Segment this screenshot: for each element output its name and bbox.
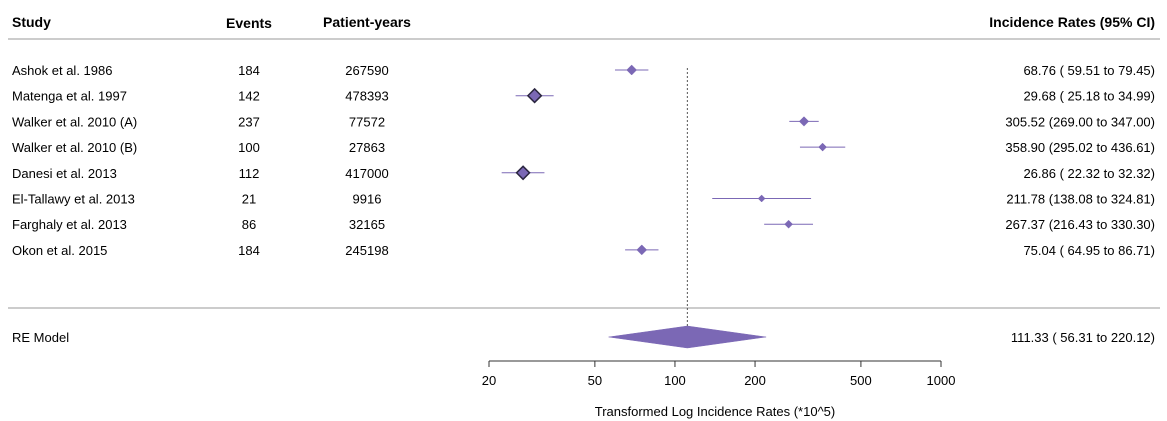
summary-ci-text: 111.33 ( 56.31 to 220.12) <box>1011 330 1155 345</box>
study-row: Danesi et al. 2013 112 417000 26.86 ( 22.32… <box>12 165 1155 181</box>
patient-years-value: 27863 <box>349 140 385 155</box>
study-label: El-Tallawy et al. 2013 <box>12 192 135 207</box>
events-value: 184 <box>238 243 260 258</box>
events-value: 86 <box>242 217 256 232</box>
point-estimate-marker <box>784 219 793 229</box>
study-row: Farghaly et al. 2013 86 32165 267.37 (216.4… <box>12 217 1155 232</box>
patient-years-value: 245198 <box>345 243 388 258</box>
ci-text: 358.90 (295.02 to 436.61) <box>1005 140 1155 155</box>
ci-text: 305.52 (269.00 to 347.00) <box>1005 114 1155 129</box>
summary-diamond <box>608 325 767 349</box>
events-value: 100 <box>238 140 260 155</box>
ci-text: 211.78 (138.08 to 324.81) <box>1006 192 1155 207</box>
point-estimate-marker <box>757 194 766 203</box>
study-row: Okon et al. 2015 184 245198 75.04 ( 64.95 t… <box>12 243 1155 258</box>
patient-years-value: 9916 <box>353 192 382 207</box>
point-estimate-marker <box>515 165 531 181</box>
patient-years-value: 417000 <box>345 166 388 181</box>
ci-text: 75.04 ( 64.95 to 86.71) <box>1023 243 1155 258</box>
events-value: 142 <box>238 89 260 104</box>
study-label: Walker et al. 2010 (A) <box>12 114 137 129</box>
study-label: Ashok et al. 1986 <box>12 63 112 78</box>
study-label: Matenga et al. 1997 <box>12 89 127 104</box>
study-row: Walker et al. 2010 (B) 100 27863 358.90 (29… <box>12 140 1155 155</box>
x-tick-label: 50 <box>588 373 602 388</box>
study-label: Farghaly et al. 2013 <box>12 217 127 232</box>
x-tick-label: 500 <box>850 373 872 388</box>
study-rows: Ashok et al. 1986 184 267590 68.76 ( 59.51 … <box>12 63 1155 258</box>
study-label: Walker et al. 2010 (B) <box>12 140 137 155</box>
study-row: Matenga et al. 1997 142 478393 29.68 ( 25.1… <box>12 87 1155 104</box>
study-label: Danesi et al. 2013 <box>12 166 117 181</box>
x-tick-label: 1000 <box>927 373 956 388</box>
header-patient-years: Patient-years <box>323 14 411 30</box>
ci-text: 26.86 ( 22.32 to 32.32) <box>1023 166 1155 181</box>
x-axis-label: Transformed Log Incidence Rates (*10^5) <box>595 404 835 419</box>
patient-years-value: 32165 <box>349 217 385 232</box>
events-value: 21 <box>242 192 256 207</box>
point-estimate-marker <box>626 64 638 76</box>
point-estimate-marker <box>526 87 543 104</box>
events-value: 184 <box>238 63 260 78</box>
x-axis: 20 50 100 200 500 1000 Transformed Log Inciden… <box>482 360 956 419</box>
header-row: Study Events Patient-years Incidence Rat… <box>12 14 1155 31</box>
point-estimate-marker <box>798 116 810 127</box>
patient-years-value: 267590 <box>345 63 388 78</box>
study-row: Ashok et al. 1986 184 267590 68.76 ( 59.51 … <box>12 63 1155 78</box>
x-tick-label: 20 <box>482 373 496 388</box>
header-incidence-rates: Incidence Rates (95% CI) <box>989 14 1155 30</box>
ci-text: 267.37 (216.43 to 330.30) <box>1005 217 1155 232</box>
events-value: 237 <box>238 114 260 129</box>
x-tick-label: 200 <box>744 373 766 388</box>
summary-row: RE Model 111.33 ( 56.31 to 220.12) <box>12 68 1155 349</box>
header-events: Events <box>226 15 272 31</box>
patient-years-value: 77572 <box>349 114 385 129</box>
point-estimate-marker <box>818 142 827 152</box>
ci-text: 68.76 ( 59.51 to 79.45) <box>1023 63 1155 78</box>
events-value: 112 <box>239 166 260 181</box>
x-tick-label: 100 <box>664 373 686 388</box>
ci-text: 29.68 ( 25.18 to 34.99) <box>1023 89 1155 104</box>
study-label: Okon et al. 2015 <box>12 243 107 258</box>
study-row: El-Tallawy et al. 2013 21 9916 211.78 (138.… <box>12 192 1155 207</box>
summary-label: RE Model <box>12 330 69 345</box>
patient-years-value: 478393 <box>345 89 388 104</box>
study-row: Walker et al. 2010 (A) 237 77572 305.52 (26… <box>12 114 1155 129</box>
header-study: Study <box>12 14 51 30</box>
point-estimate-marker <box>636 244 648 256</box>
